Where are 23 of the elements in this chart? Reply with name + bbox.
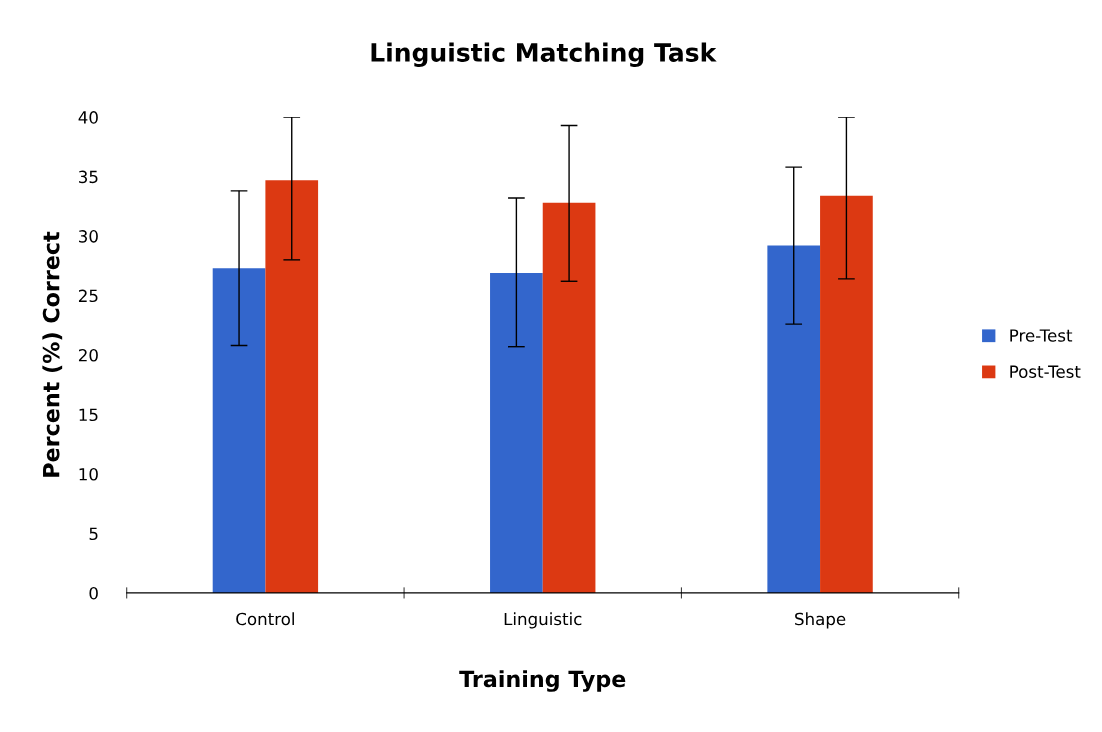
y-tick-label: 40 xyxy=(78,111,98,124)
y-tick-label: 25 xyxy=(78,289,98,303)
bar xyxy=(820,195,873,593)
bar xyxy=(767,245,821,593)
bar xyxy=(212,268,266,593)
chart-title: Linguistic Matching Task xyxy=(371,42,717,67)
bar xyxy=(490,272,543,593)
x-tick-label: Shape xyxy=(795,612,846,629)
y-tick-label: 10 xyxy=(79,467,98,481)
y-tick-label: 0 xyxy=(89,586,98,600)
x-axis-title: Training Type xyxy=(459,670,626,692)
y-tick-label: 30 xyxy=(79,230,98,243)
x-tick-label: Linguistic xyxy=(504,612,582,629)
legend-label: Pre-Test xyxy=(1010,329,1073,342)
y-tick-label: 35 xyxy=(79,170,98,184)
y-tick-label: 20 xyxy=(78,348,98,362)
x-tick-label: Control xyxy=(236,612,294,626)
legend-label: Post-Test xyxy=(1010,365,1081,378)
bar xyxy=(265,180,319,593)
y-tick-label: 15 xyxy=(79,408,98,422)
y-tick-label: 5 xyxy=(89,527,98,541)
bar xyxy=(542,202,596,593)
y-axis-title: Percent (%) Correct xyxy=(42,231,63,477)
